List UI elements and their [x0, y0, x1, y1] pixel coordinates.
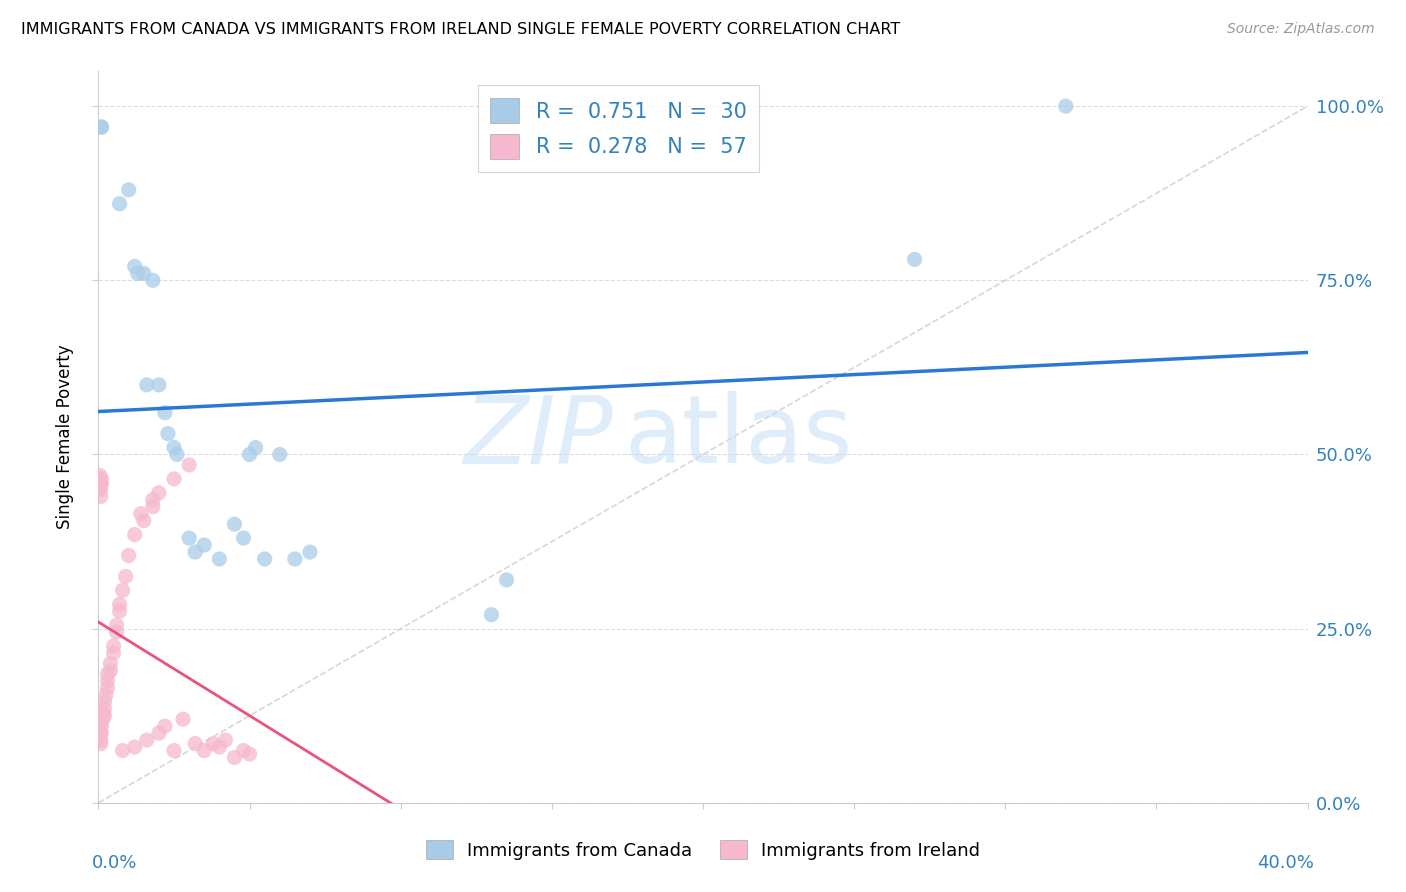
Point: [129, 507, 152, 521]
Point: [156, 426, 179, 441]
Point: [124, 740, 146, 755]
Text: 0.0%: 0.0%: [93, 854, 138, 872]
Point: [208, 740, 231, 755]
Point: [90, 719, 112, 733]
Point: [269, 448, 291, 462]
Text: Source: ZipAtlas.com: Source: ZipAtlas.com: [1227, 22, 1375, 37]
Point: [105, 625, 128, 640]
Point: [142, 500, 165, 514]
Point: [90, 737, 112, 751]
Point: [89, 468, 111, 483]
Point: [93, 695, 115, 709]
Point: [148, 726, 170, 740]
Point: [91, 712, 114, 726]
Point: [184, 545, 207, 559]
Point: [232, 743, 254, 757]
Point: [96, 681, 118, 695]
Point: [96, 673, 118, 688]
Point: [214, 733, 236, 747]
Point: [105, 618, 128, 632]
Point: [245, 441, 267, 455]
Point: [135, 377, 157, 392]
Point: [111, 743, 134, 757]
Point: [232, 531, 254, 545]
Point: [93, 708, 115, 723]
Point: [163, 472, 186, 486]
Text: ZIP: ZIP: [463, 392, 613, 483]
Point: [90, 733, 112, 747]
Point: [108, 196, 131, 211]
Legend: R =  0.751   N =  30, R =  0.278   N =  57: R = 0.751 N = 30, R = 0.278 N = 57: [478, 86, 759, 171]
Point: [94, 688, 117, 702]
Point: [495, 573, 517, 587]
Point: [239, 448, 262, 462]
Point: [142, 492, 165, 507]
Point: [163, 441, 186, 455]
Point: [132, 266, 155, 280]
Point: [124, 260, 146, 274]
Point: [148, 377, 170, 392]
Point: [90, 472, 112, 486]
Point: [193, 743, 215, 757]
Point: [90, 476, 112, 491]
Point: [239, 747, 262, 761]
Point: [100, 657, 122, 671]
Point: [90, 726, 112, 740]
Point: [1054, 99, 1077, 113]
Point: [89, 715, 111, 730]
Point: [96, 667, 118, 681]
Point: [108, 604, 131, 618]
Point: [124, 527, 146, 541]
Point: [179, 458, 201, 472]
Point: [89, 475, 111, 490]
Point: [114, 569, 136, 583]
Point: [90, 120, 112, 134]
Point: [90, 708, 112, 723]
Point: [111, 583, 134, 598]
Point: [253, 552, 276, 566]
Point: [118, 549, 141, 563]
Point: [135, 733, 157, 747]
Point: [481, 607, 503, 622]
Point: [142, 273, 165, 287]
Point: [904, 252, 927, 267]
Point: [90, 120, 112, 134]
Y-axis label: Single Female Poverty: Single Female Poverty: [56, 345, 75, 529]
Point: [100, 664, 122, 678]
Point: [166, 448, 188, 462]
Point: [153, 406, 176, 420]
Point: [103, 646, 125, 660]
Point: [208, 552, 231, 566]
Point: [91, 705, 114, 719]
Point: [90, 489, 112, 503]
Point: [148, 485, 170, 500]
Point: [132, 514, 155, 528]
Point: [179, 531, 201, 545]
Point: [163, 743, 186, 757]
Point: [184, 737, 207, 751]
Point: [93, 702, 115, 716]
Point: [299, 545, 322, 559]
Point: [89, 726, 111, 740]
Point: [172, 712, 194, 726]
Point: [118, 183, 141, 197]
Text: IMMIGRANTS FROM CANADA VS IMMIGRANTS FROM IRELAND SINGLE FEMALE POVERTY CORRELAT: IMMIGRANTS FROM CANADA VS IMMIGRANTS FRO…: [21, 22, 900, 37]
Text: atlas: atlas: [624, 391, 852, 483]
Point: [224, 517, 246, 532]
Point: [224, 750, 246, 764]
Point: [193, 538, 215, 552]
Point: [108, 597, 131, 611]
Point: [153, 719, 176, 733]
Point: [103, 639, 125, 653]
Point: [127, 266, 149, 280]
Point: [89, 479, 111, 493]
Point: [90, 483, 112, 497]
Point: [284, 552, 307, 566]
Text: 40.0%: 40.0%: [1257, 854, 1313, 872]
Point: [202, 737, 225, 751]
